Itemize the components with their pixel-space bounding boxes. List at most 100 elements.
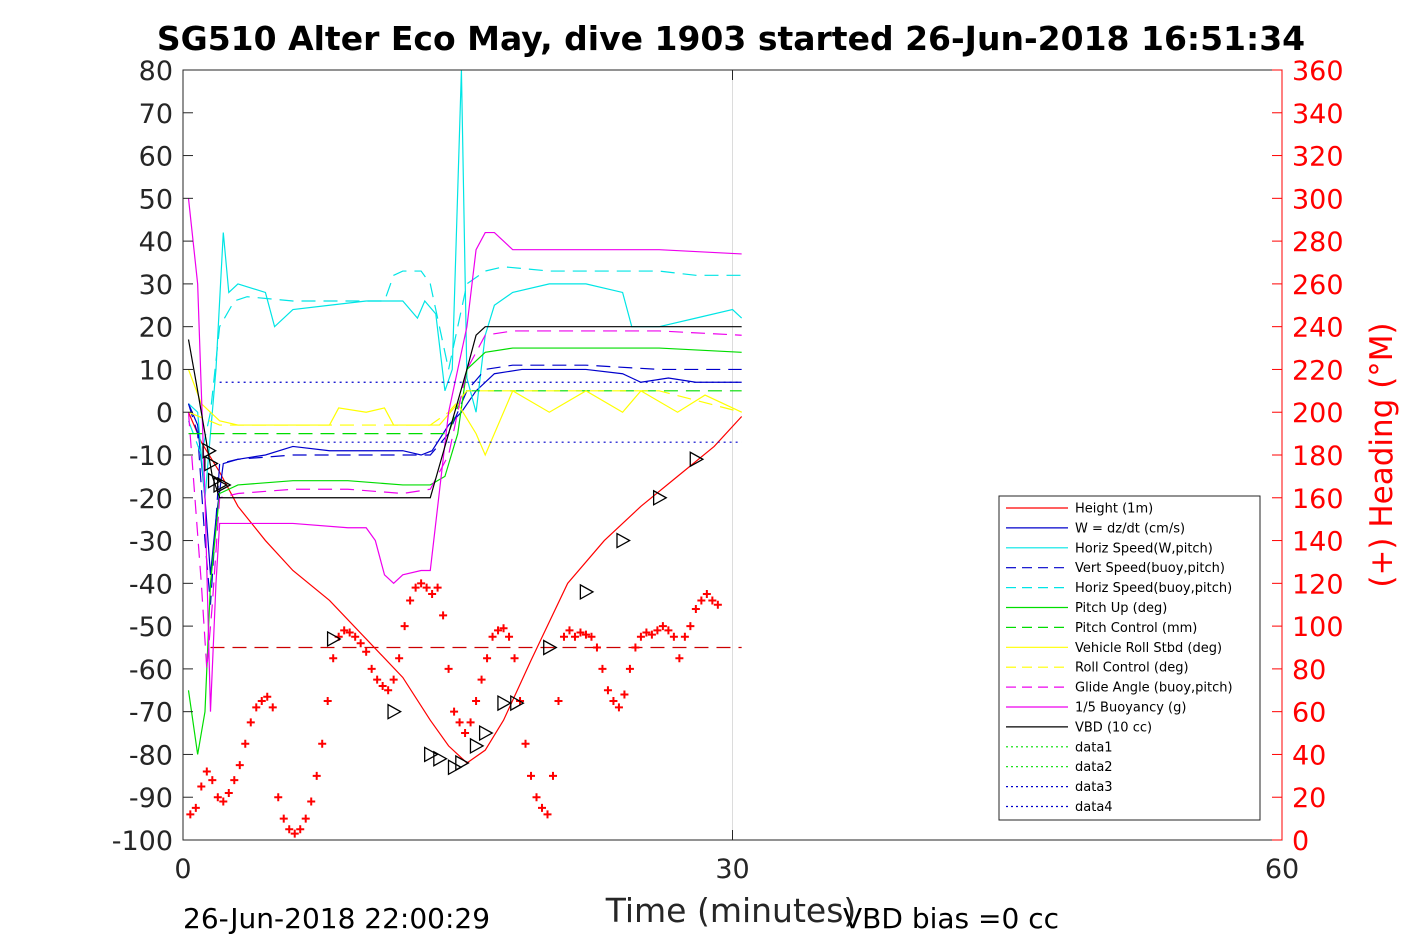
heading-point	[213, 793, 222, 802]
heading-point	[417, 579, 426, 588]
right-y-tick-label: 240	[1292, 313, 1344, 344]
heading-point	[675, 654, 684, 663]
triangle-marker	[202, 442, 217, 459]
series-line-4	[187, 364, 742, 605]
legend-label: Roll Control (deg)	[1075, 661, 1189, 676]
left-y-tick-label: -10	[129, 441, 173, 472]
legend-label: Height (1m)	[1075, 502, 1153, 517]
heading-point	[186, 810, 195, 819]
series-line-12	[187, 326, 742, 499]
legend-box	[998, 495, 1261, 821]
right-y-tick-label: 0	[1292, 826, 1309, 857]
x-tick-label: 60	[1265, 854, 1299, 885]
heading-point	[565, 626, 574, 635]
heading-point	[257, 696, 266, 705]
heading-point	[411, 583, 420, 592]
heading-point	[499, 624, 508, 633]
heading-point	[538, 803, 547, 812]
heading-point	[340, 626, 349, 635]
heading-point	[510, 654, 519, 663]
heading-point	[274, 793, 283, 802]
legend-label: Pitch Control (mm)	[1075, 621, 1197, 636]
heading-point	[543, 810, 552, 819]
triangle-marker	[652, 489, 668, 506]
right-y-tick-label: 360	[1292, 56, 1344, 87]
heading-point	[422, 583, 431, 592]
heading-point	[631, 643, 640, 652]
legend-label: 1/5 Buoyancy (g)	[1075, 701, 1186, 716]
heading-point	[658, 622, 667, 631]
heading-point	[285, 825, 294, 834]
heading-point	[290, 829, 299, 838]
left-y-tick-label: -60	[129, 655, 173, 686]
series-line-10	[187, 330, 742, 669]
heading-point	[483, 654, 492, 663]
left-y-tick-label: 80	[139, 56, 173, 87]
right-y-tick-label: 220	[1292, 355, 1344, 386]
heading-point	[439, 611, 448, 620]
heading-point	[406, 596, 415, 605]
heading-point	[378, 682, 387, 690]
triangle-marker	[204, 455, 219, 472]
heading-point	[680, 632, 689, 641]
triangle-marker	[447, 759, 463, 776]
triangle-marker	[469, 737, 485, 754]
left-y-tick-label: 10	[139, 355, 173, 386]
heading-point	[224, 788, 233, 797]
heading-point	[647, 630, 656, 639]
heading-point	[433, 583, 442, 592]
heading-point	[279, 814, 288, 823]
heading-point	[477, 675, 486, 684]
right-axis-label: (+) Heading (°M)	[1364, 322, 1400, 587]
heading-point	[702, 590, 711, 599]
left-y-tick-label: 30	[139, 270, 173, 301]
heading-point	[559, 632, 568, 641]
heading-point	[609, 696, 618, 705]
heading-point	[691, 605, 700, 613]
left-y-tick-label: 20	[139, 313, 173, 344]
right-y-tick-label: 60	[1292, 698, 1326, 729]
legend-label: Horiz Speed(W,pitch)	[1075, 541, 1213, 556]
heading-point	[614, 703, 623, 712]
legend-label: data1	[1075, 740, 1113, 755]
heading-point	[527, 771, 536, 780]
triangle-marker	[543, 639, 558, 656]
series-line-1	[187, 411, 743, 764]
triangle-marker	[387, 703, 402, 720]
heading-point	[554, 696, 563, 705]
heading-point	[581, 630, 590, 639]
series-line-6	[187, 347, 742, 755]
series-layer	[186, 70, 743, 838]
heading-point	[548, 771, 557, 780]
left-y-tick-label: -30	[129, 527, 173, 558]
left-y-tick-label: 70	[139, 99, 173, 130]
legend-items: Height (1m) W = dz/dt (cm/s) Horiz Speed(W…	[1006, 502, 1233, 815]
tick-layer: 0 30 6080706050403020100-10-20-30-40-50-60…	[112, 56, 1344, 885]
right-y-tick-label: 180	[1292, 441, 1344, 472]
heading-point	[202, 767, 211, 776]
heading-point	[252, 703, 261, 712]
heading-point	[444, 664, 453, 673]
heading-point	[642, 628, 651, 637]
left-y-tick-label: 40	[139, 227, 173, 258]
heading-point	[384, 686, 393, 695]
triangle-marker	[616, 532, 631, 549]
left-y-tick-label: 0	[156, 398, 173, 429]
right-y-tick-label: 120	[1292, 569, 1344, 600]
footer-vbd-bias: VBD bias =0 cc	[843, 902, 1059, 935]
heading-point	[395, 654, 404, 663]
triangle-marker	[455, 754, 470, 772]
heading-point	[620, 690, 629, 699]
legend-label: W = dz/dt (cm/s)	[1075, 521, 1185, 536]
heading-point	[636, 632, 645, 641]
heading-point	[356, 639, 365, 648]
right-y-tick-label: 80	[1292, 655, 1326, 686]
heading-point	[296, 825, 305, 834]
heading-point	[592, 643, 601, 652]
series-line-11	[187, 198, 742, 712]
heading-point	[307, 797, 316, 806]
right-y-tick-label: 300	[1292, 184, 1344, 215]
heading-point	[450, 707, 459, 716]
right-y-tick-label: 20	[1292, 783, 1326, 814]
heading-point	[400, 622, 409, 631]
